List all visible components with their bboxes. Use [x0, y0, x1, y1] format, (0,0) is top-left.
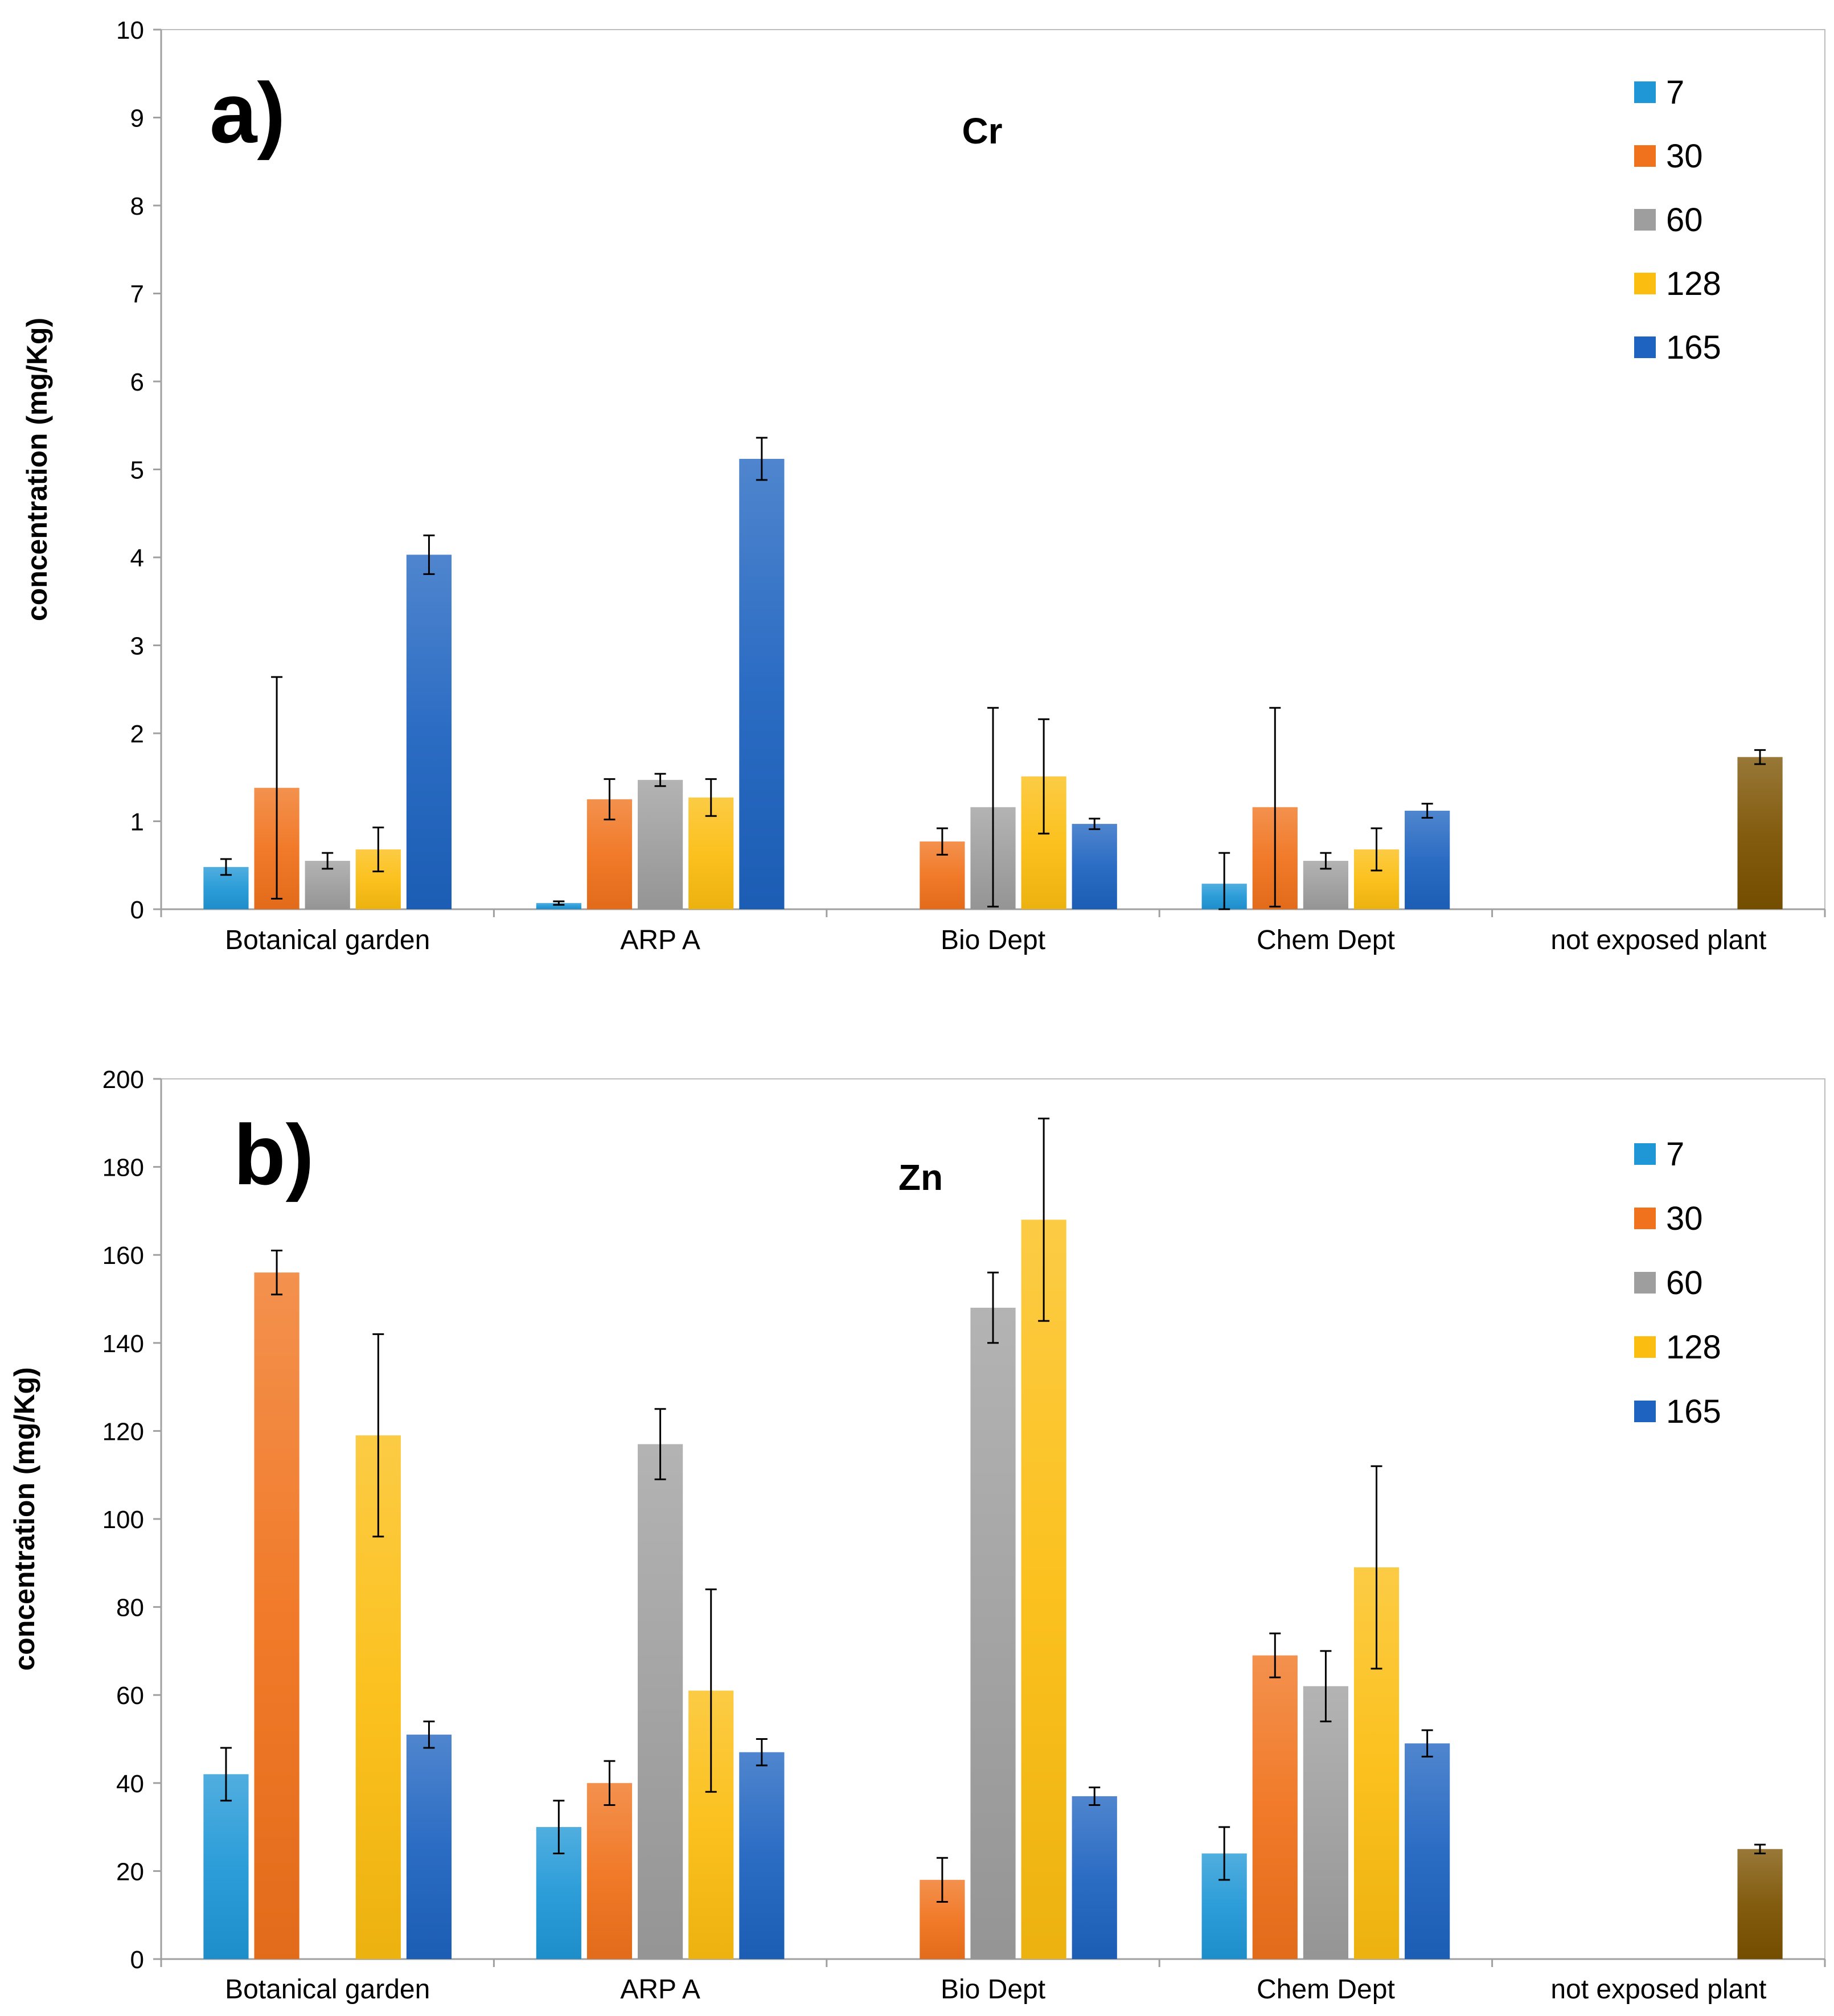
- y-tick-label: 4: [130, 544, 144, 572]
- bar-shade: [638, 779, 683, 909]
- y-tick-label: 1: [130, 808, 144, 836]
- bar-shade: [536, 903, 581, 909]
- category-label: Bio Dept: [941, 1974, 1045, 2005]
- category-label: Chem Dept: [1257, 1974, 1395, 2005]
- bar-shade: [1737, 1849, 1783, 1959]
- y-tick-label: 120: [102, 1418, 144, 1446]
- bar-shade: [1405, 810, 1450, 909]
- bar-shade: [1072, 824, 1117, 909]
- bar-shade: [739, 458, 785, 909]
- y-tick-label: 8: [130, 192, 144, 220]
- legend-swatch-60: [1634, 209, 1656, 231]
- y-tick-label: 0: [130, 896, 144, 924]
- legend-label-128: 128: [1666, 265, 1721, 302]
- legend-swatch-30: [1634, 1208, 1656, 1229]
- legend-label-30: 30: [1666, 138, 1703, 175]
- chart-zn: 0 20 40 60 80 100 120 140 160 180 200 Botanical gar…: [9, 1066, 1826, 2005]
- bar-shade: [1303, 1686, 1348, 1959]
- legend-label-60: 60: [1666, 1264, 1703, 1301]
- panel-label: b): [233, 1107, 314, 1202]
- y-tick-label: 160: [102, 1242, 144, 1270]
- legend-swatch-165: [1634, 1401, 1656, 1422]
- legend-label-165: 165: [1666, 1393, 1721, 1430]
- y-tick-label: 100: [102, 1506, 144, 1534]
- legend-swatch-165: [1634, 336, 1656, 358]
- y-tick-label: 20: [116, 1858, 144, 1886]
- y-tick-label: 3: [130, 633, 144, 660]
- y-tick-label: 180: [102, 1154, 144, 1182]
- y-tick-label: 200: [102, 1066, 144, 1094]
- category-label: ARP A: [620, 925, 700, 955]
- legend-label-30: 30: [1666, 1200, 1703, 1237]
- y-tick-label: 10: [116, 17, 144, 44]
- category-label: Chem Dept: [1257, 925, 1395, 955]
- bar-shade: [1072, 1796, 1117, 1959]
- legend-swatch-7: [1634, 1143, 1656, 1165]
- bar-shade: [638, 1444, 683, 1959]
- bar-shade: [406, 555, 452, 909]
- y-tick-label: 0: [130, 1946, 144, 1974]
- legend-swatch-7: [1634, 81, 1656, 103]
- legend-swatch-30: [1634, 145, 1656, 167]
- bar-shade: [203, 1774, 249, 1959]
- category-label: Botanical garden: [225, 1974, 430, 2005]
- bar-shade: [739, 1752, 785, 1959]
- y-tick-label: 140: [102, 1330, 144, 1358]
- y-tick-label: 5: [130, 457, 144, 485]
- y-tick-label: 60: [116, 1682, 144, 1710]
- y-tick-label: 2: [130, 720, 144, 748]
- y-tick-label: 7: [130, 281, 144, 309]
- panel-label: a): [210, 65, 285, 161]
- bar-shade: [970, 1307, 1016, 1959]
- legend-swatch-60: [1634, 1272, 1656, 1294]
- y-axis-title: concentration (mg/Kg): [9, 1367, 40, 1670]
- y-tick-label: 9: [130, 105, 144, 133]
- y-tick-label: 80: [116, 1594, 144, 1622]
- category-label: not exposed plant: [1550, 925, 1766, 955]
- legend-label-7: 7: [1666, 1136, 1684, 1173]
- bar-shade: [406, 1734, 452, 1959]
- bar-shade: [1252, 1655, 1298, 1959]
- y-tick-label: 40: [116, 1770, 144, 1798]
- chart-title: Zn: [898, 1157, 943, 1198]
- legend-swatch-128: [1634, 1336, 1656, 1358]
- legend-swatch-128: [1634, 273, 1656, 294]
- chart-title: Cr: [962, 110, 1002, 151]
- category-label: Botanical garden: [225, 925, 430, 955]
- bar-shade: [254, 1272, 299, 1959]
- legend-label-165: 165: [1666, 329, 1721, 366]
- chart-cr: 0 1 2 3 4 5 6 7 8 9 10 Botanical garden ARP A Bio Dep…: [21, 17, 1826, 955]
- y-tick-label: 6: [130, 368, 144, 396]
- bar-shade: [1405, 1743, 1450, 1959]
- category-label: ARP A: [620, 1974, 700, 2005]
- bar-shade: [1021, 1220, 1066, 1959]
- legend-label-7: 7: [1666, 74, 1684, 111]
- legend-label-128: 128: [1666, 1329, 1721, 1366]
- category-label: Bio Dept: [941, 925, 1045, 955]
- legend-label-60: 60: [1666, 202, 1703, 239]
- bar-shade: [1737, 757, 1783, 909]
- y-axis-title: concentration (mg/Kg): [21, 318, 53, 621]
- category-label: not exposed plant: [1550, 1974, 1766, 2005]
- bar-shade: [586, 1783, 633, 1959]
